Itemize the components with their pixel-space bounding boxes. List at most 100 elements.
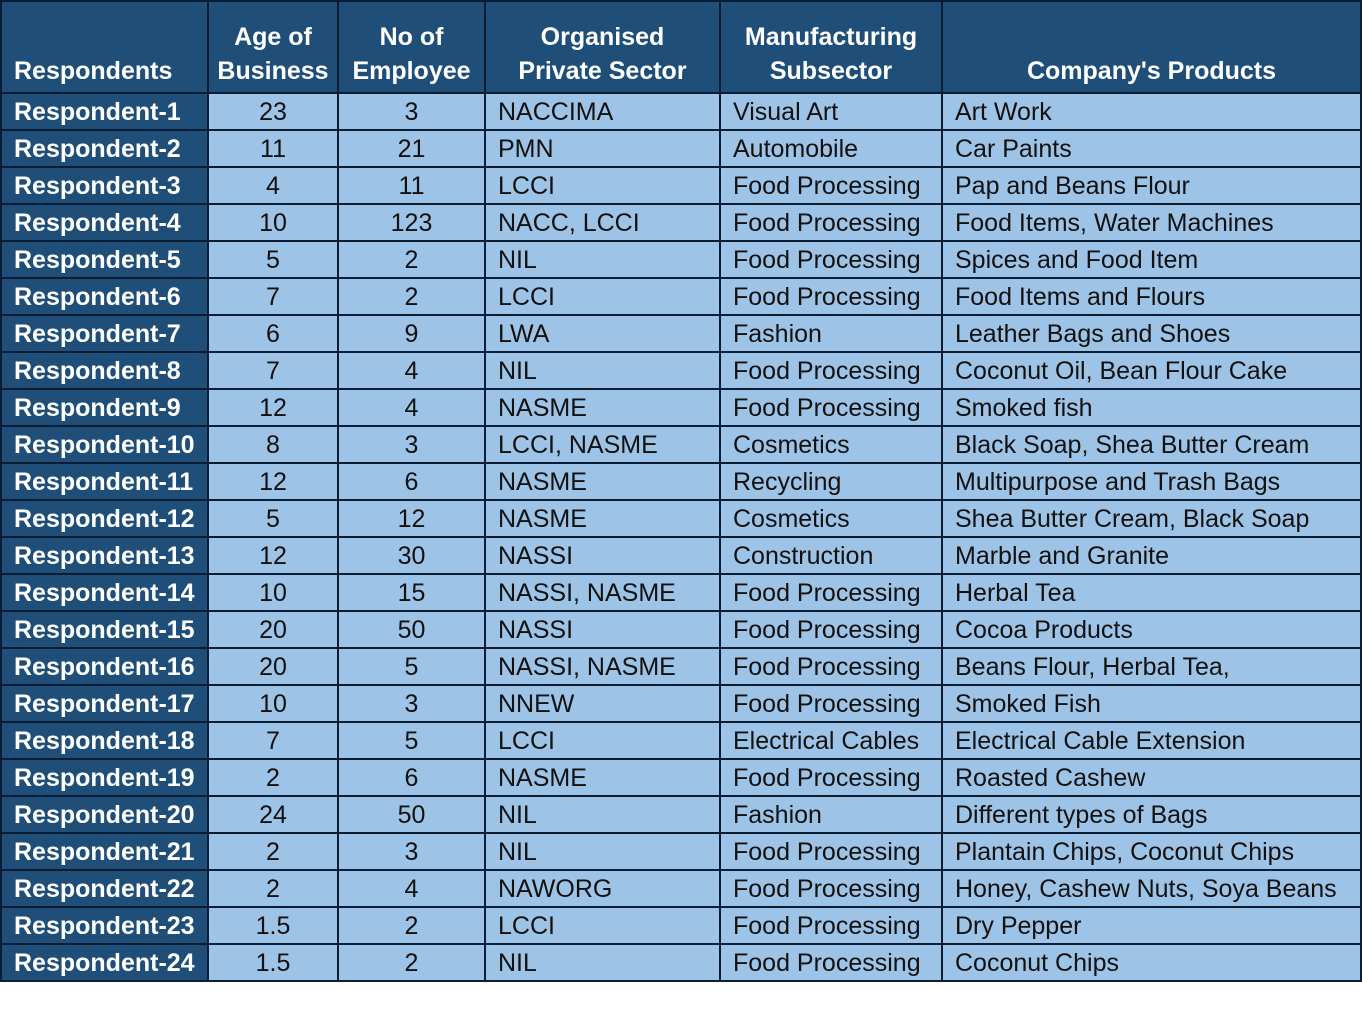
company-products-cell: Multipurpose and Trash Bags bbox=[941, 462, 1362, 501]
no-of-employee-cell: 123 bbox=[337, 203, 486, 242]
header-manufacturing-subsector: Manufacturing Subsector bbox=[719, 0, 943, 94]
table-row: Respondent-19 2 6 NASME Food Processing Roast… bbox=[0, 758, 1362, 797]
organised-private-sector-cell: NASME bbox=[484, 462, 721, 501]
respondent-cell: Respondent-18 bbox=[0, 721, 209, 760]
respondent-cell: Respondent-23 bbox=[0, 906, 209, 945]
company-products-cell: Honey, Cashew Nuts, Soya Beans bbox=[941, 869, 1362, 908]
company-products-cell: Electrical Cable Extension bbox=[941, 721, 1362, 760]
respondent-cell: Respondent-17 bbox=[0, 684, 209, 723]
company-products-cell: Beans Flour, Herbal Tea, bbox=[941, 647, 1362, 686]
organised-private-sector-cell: NASSI bbox=[484, 610, 721, 649]
organised-private-sector-cell: NASSI bbox=[484, 536, 721, 575]
organised-private-sector-cell: NACCIMA bbox=[484, 92, 721, 131]
age-of-business-cell: 4 bbox=[207, 166, 339, 205]
no-of-employee-cell: 3 bbox=[337, 684, 486, 723]
respondent-cell: Respondent-9 bbox=[0, 388, 209, 427]
respondent-cell: Respondent-14 bbox=[0, 573, 209, 612]
table-row: Respondent-23 1.5 2 LCCI Food Processing Dry … bbox=[0, 906, 1362, 945]
respondent-cell: Respondent-24 bbox=[0, 943, 209, 982]
company-products-cell: Smoked Fish bbox=[941, 684, 1362, 723]
company-products-cell: Coconut Chips bbox=[941, 943, 1362, 982]
no-of-employee-cell: 4 bbox=[337, 388, 486, 427]
no-of-employee-cell: 3 bbox=[337, 92, 486, 131]
company-products-cell: Plantain Chips, Coconut Chips bbox=[941, 832, 1362, 871]
age-of-business-cell: 20 bbox=[207, 610, 339, 649]
table-row: Respondent-22 2 4 NAWORG Food Processing Hone… bbox=[0, 869, 1362, 908]
no-of-employee-cell: 4 bbox=[337, 351, 486, 390]
table-row: Respondent-5 5 2 NIL Food Processing Spices a… bbox=[0, 240, 1362, 279]
respondent-cell: Respondent-5 bbox=[0, 240, 209, 279]
respondent-cell: Respondent-20 bbox=[0, 795, 209, 834]
company-products-cell: Marble and Granite bbox=[941, 536, 1362, 575]
respondent-cell: Respondent-12 bbox=[0, 499, 209, 538]
table-row: Respondent-24 1.5 2 NIL Food Processing Cocon… bbox=[0, 943, 1362, 982]
manufacturing-subsector-cell: Food Processing bbox=[719, 166, 943, 205]
table-row: Respondent-4 10 123 NACC, LCCI Food Processi… bbox=[0, 203, 1362, 242]
respondent-cell: Respondent-13 bbox=[0, 536, 209, 575]
no-of-employee-cell: 2 bbox=[337, 906, 486, 945]
organised-private-sector-cell: PMN bbox=[484, 129, 721, 168]
manufacturing-subsector-cell: Food Processing bbox=[719, 943, 943, 982]
organised-private-sector-cell: NIL bbox=[484, 943, 721, 982]
table-row: Respondent-21 2 3 NIL Food Processing Plantai… bbox=[0, 832, 1362, 871]
age-of-business-cell: 10 bbox=[207, 203, 339, 242]
age-of-business-cell: 12 bbox=[207, 536, 339, 575]
age-of-business-cell: 2 bbox=[207, 832, 339, 871]
age-of-business-cell: 5 bbox=[207, 499, 339, 538]
age-of-business-cell: 10 bbox=[207, 573, 339, 612]
age-of-business-cell: 24 bbox=[207, 795, 339, 834]
respondent-cell: Respondent-11 bbox=[0, 462, 209, 501]
manufacturing-subsector-cell: Food Processing bbox=[719, 647, 943, 686]
table-row: Respondent-14 10 15 NASSI, NASME Food Proces… bbox=[0, 573, 1362, 612]
no-of-employee-cell: 6 bbox=[337, 462, 486, 501]
table-row: Respondent-12 5 12 NASME Cosmetics Shea Butte… bbox=[0, 499, 1362, 538]
no-of-employee-cell: 12 bbox=[337, 499, 486, 538]
age-of-business-cell: 10 bbox=[207, 684, 339, 723]
age-of-business-cell: 8 bbox=[207, 425, 339, 464]
no-of-employee-cell: 11 bbox=[337, 166, 486, 205]
no-of-employee-cell: 50 bbox=[337, 795, 486, 834]
no-of-employee-cell: 9 bbox=[337, 314, 486, 353]
age-of-business-cell: 7 bbox=[207, 721, 339, 760]
manufacturing-subsector-cell: Automobile bbox=[719, 129, 943, 168]
company-products-cell: Herbal Tea bbox=[941, 573, 1362, 612]
manufacturing-subsector-cell: Food Processing bbox=[719, 203, 943, 242]
no-of-employee-cell: 50 bbox=[337, 610, 486, 649]
company-products-cell: Shea Butter Cream, Black Soap bbox=[941, 499, 1362, 538]
age-of-business-cell: 20 bbox=[207, 647, 339, 686]
company-products-cell: Leather Bags and Shoes bbox=[941, 314, 1362, 353]
age-of-business-cell: 1.5 bbox=[207, 943, 339, 982]
organised-private-sector-cell: NASME bbox=[484, 388, 721, 427]
company-products-cell: Cocoa Products bbox=[941, 610, 1362, 649]
respondent-cell: Respondent-6 bbox=[0, 277, 209, 316]
table-header-row: Respondents Age of Business No of Employee… bbox=[0, 0, 1362, 94]
respondent-cell: Respondent-2 bbox=[0, 129, 209, 168]
table-body: Respondent-1 23 3 NACCIMA Visual Art Art Work… bbox=[0, 92, 1362, 982]
respondent-cell: Respondent-3 bbox=[0, 166, 209, 205]
organised-private-sector-cell: NIL bbox=[484, 240, 721, 279]
company-products-cell: Spices and Food Item bbox=[941, 240, 1362, 279]
respondent-cell: Respondent-16 bbox=[0, 647, 209, 686]
no-of-employee-cell: 5 bbox=[337, 647, 486, 686]
age-of-business-cell: 2 bbox=[207, 869, 339, 908]
company-products-cell: Black Soap, Shea Butter Cream bbox=[941, 425, 1362, 464]
table-row: Respondent-8 7 4 NIL Food Processing Coconut … bbox=[0, 351, 1362, 390]
manufacturing-subsector-cell: Construction bbox=[719, 536, 943, 575]
header-age-of-business: Age of Business bbox=[207, 0, 339, 94]
manufacturing-subsector-cell: Food Processing bbox=[719, 906, 943, 945]
company-products-cell: Art Work bbox=[941, 92, 1362, 131]
table-row: Respondent-7 6 9 LWA Fashion Leather Bags and… bbox=[0, 314, 1362, 353]
organised-private-sector-cell: LCCI, NASME bbox=[484, 425, 721, 464]
company-products-cell: Smoked fish bbox=[941, 388, 1362, 427]
organised-private-sector-cell: LCCI bbox=[484, 906, 721, 945]
organised-private-sector-cell: NIL bbox=[484, 351, 721, 390]
organised-private-sector-cell: LCCI bbox=[484, 721, 721, 760]
organised-private-sector-cell: LWA bbox=[484, 314, 721, 353]
manufacturing-subsector-cell: Food Processing bbox=[719, 684, 943, 723]
respondent-cell: Respondent-21 bbox=[0, 832, 209, 871]
no-of-employee-cell: 2 bbox=[337, 277, 486, 316]
table-row: Respondent-3 4 11 LCCI Food Processing Pap an… bbox=[0, 166, 1362, 205]
table-row: Respondent-13 12 30 NASSI Construction Marble… bbox=[0, 536, 1362, 575]
age-of-business-cell: 6 bbox=[207, 314, 339, 353]
no-of-employee-cell: 21 bbox=[337, 129, 486, 168]
